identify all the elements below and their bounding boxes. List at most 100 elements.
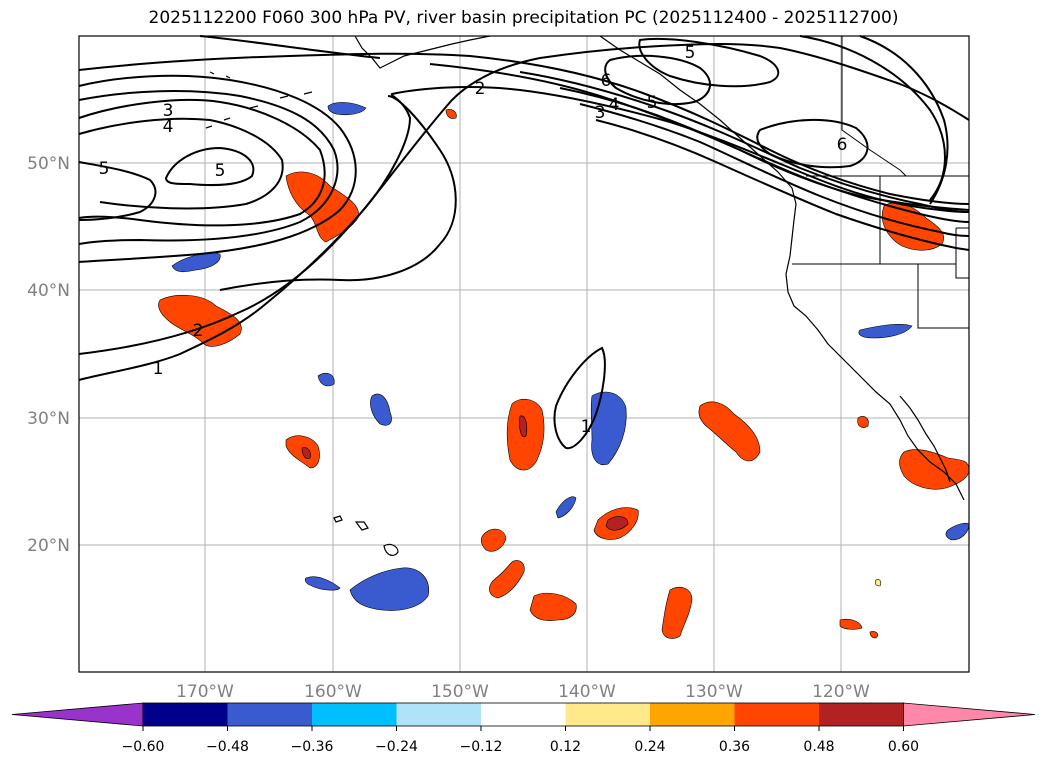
map-panel-background [79, 36, 969, 672]
pv-contour-6-east [756, 118, 869, 169]
map-title: 2025112200 F060 300 hPa PV, river basin … [148, 8, 899, 28]
graticule [79, 36, 969, 672]
coastline-baja [899, 395, 951, 483]
pv-contour-1 [78, 43, 970, 381]
colorbar-tick-label: 0.12 [550, 739, 581, 755]
pv-contour-upper1 [78, 52, 970, 205]
colorbar-tick-label: 0.24 [634, 739, 665, 755]
pv-contour-4 [78, 117, 284, 210]
precip-blob-neg [858, 324, 913, 339]
colorbar-tick-label: −0.12 [460, 739, 503, 755]
colorbar-tick-label: −0.36 [291, 739, 334, 755]
island-hawaii [383, 543, 399, 556]
colorbar-segment [650, 703, 735, 726]
pv-contour-3 [78, 98, 326, 227]
precip-blob-pos [874, 579, 882, 587]
precip-blob-neg [555, 496, 577, 519]
contour-label: 1 [581, 417, 592, 437]
colorbar-segment [734, 703, 820, 726]
lat-label-20n: 20°N [27, 536, 70, 556]
colorbar-tick-label: −0.24 [375, 739, 418, 755]
coastline-us-west [785, 187, 965, 501]
precip-blob-pos [605, 516, 629, 531]
pv-contour-1-loop [553, 346, 606, 450]
precip-blob-pos [301, 447, 311, 459]
pv-contour-5-loop [638, 37, 780, 88]
precip-blob-pos [839, 618, 863, 630]
contour-label: 3 [163, 101, 174, 121]
precip-blob-pos [519, 415, 528, 438]
colorbar-segment [227, 703, 313, 726]
precip-blob-pos [869, 631, 878, 639]
lon-label-120w: 120°W [812, 682, 870, 702]
contour-label: 4 [609, 95, 620, 115]
pv-contour-east-big2 [859, 35, 949, 205]
lon-label-150w: 150°W [431, 682, 489, 702]
precip-blob-pos [529, 592, 577, 621]
lon-labels: 170°W 160°W 150°W 140°W 130°W 120°W [176, 682, 870, 702]
contour-label: 3 [595, 103, 606, 123]
contour-label: 6 [601, 71, 612, 91]
precip-blob-pos [445, 109, 457, 119]
lat-labels: 50°N 40°N 30°N 20°N [27, 154, 70, 556]
colorbar-tick-label: 0.48 [803, 739, 834, 755]
pv-contour-4-north [78, 90, 339, 245]
lat-label-30n: 30°N [27, 409, 70, 429]
precip-shading-negative [171, 102, 970, 611]
lon-label-170w: 170°W [176, 682, 234, 702]
contour-label: 4 [163, 117, 174, 137]
colorbar-extend-min [11, 702, 144, 727]
lon-label-160w: 160°W [304, 682, 362, 702]
coastlines [205, 35, 969, 556]
pv-contour-6-loop [604, 54, 711, 105]
lon-label-130w: 130°W [685, 682, 743, 702]
precip-blob-pos [489, 560, 525, 599]
island-hawaii [333, 515, 343, 523]
state-borders [792, 175, 969, 329]
contour-label: 5 [647, 93, 658, 113]
precip-blob-neg [317, 372, 335, 387]
colorbar-tick-label: −0.48 [206, 739, 249, 755]
pv-contour-2 [78, 86, 970, 355]
contour-label: 2 [475, 79, 486, 99]
contour-label: 2 [193, 321, 204, 341]
contour-label: 6 [837, 135, 848, 155]
precip-blob-pos [480, 528, 507, 552]
aleutian-islands [205, 91, 313, 129]
canada-border [841, 36, 907, 177]
pv-contour-upper6 [595, 119, 970, 251]
precip-blob-neg [370, 393, 392, 426]
island-hawaii [354, 521, 369, 531]
colorbar-tick-label: 0.36 [719, 739, 750, 755]
colorbar-segment [819, 703, 904, 726]
contour-labels: 1 2 3 4 5 5 2 3 4 5 6 5 6 1 [99, 43, 848, 437]
precip-blob-neg [945, 522, 970, 541]
precip-blob-neg [327, 102, 367, 116]
lon-label-140w: 140°W [558, 682, 616, 702]
contour-label: 5 [215, 161, 226, 181]
colorbar-segment [312, 703, 397, 726]
pv-contour-2b [219, 95, 457, 291]
pv-contour-5 [164, 146, 255, 187]
pv-contour-3-north [78, 74, 357, 263]
precip-blob-neg [349, 567, 430, 611]
colorbar: −0.60 −0.48 −0.36 −0.24 −0.12 0.12 0.24 0.36 0.4… [11, 702, 1036, 755]
contour-label: 5 [99, 159, 110, 179]
aleutian-islands [209, 71, 231, 79]
contour-label: 1 [153, 359, 164, 379]
precip-blob-neg [171, 252, 221, 273]
colorbar-segment [481, 703, 566, 726]
pv-contour-5b [78, 161, 157, 221]
precip-blob-pos [698, 401, 761, 462]
colorbar-extend-max [903, 702, 1036, 727]
lat-label-40n: 40°N [27, 281, 70, 301]
precip-blob-neg [304, 576, 341, 591]
colorbar-segment [565, 703, 651, 726]
colorbar-frame [142, 702, 904, 727]
contour-label: 5 [685, 43, 696, 63]
precip-blob-pos [661, 587, 693, 639]
map-frame [78, 35, 970, 673]
lat-label-50n: 50°N [27, 154, 70, 174]
pv-contour-upper4 [559, 87, 970, 223]
